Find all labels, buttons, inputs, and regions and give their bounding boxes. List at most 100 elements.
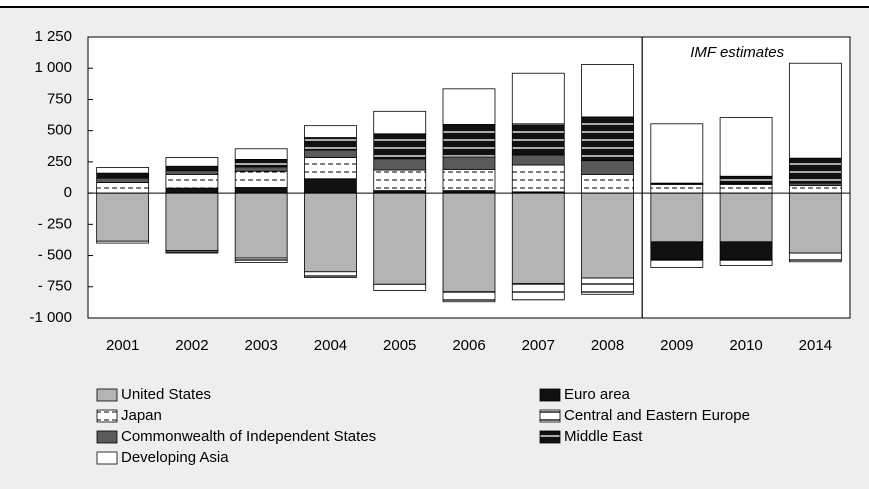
bar-segment (719, 241, 773, 260)
bar-segment (373, 158, 427, 171)
bar-segment (234, 158, 288, 168)
legend-label: Commonwealth of Independent States (121, 428, 376, 445)
bar-segment (511, 72, 565, 125)
bar-segment (650, 258, 704, 268)
x-tick-label: 2002 (175, 337, 208, 354)
bar-segment (442, 168, 496, 192)
bar-segment (581, 192, 634, 279)
legend-swatch (539, 388, 561, 402)
legend-swatch (96, 451, 118, 465)
bar-segment (96, 172, 150, 179)
bar-segment (719, 258, 773, 266)
bar-segment (650, 123, 704, 184)
bar-segment (581, 277, 634, 295)
bar-segment (96, 167, 150, 174)
legend-label: Central and Eastern Europe (564, 407, 750, 424)
bar-segment (304, 125, 357, 138)
annotation: IMF estimates (690, 44, 784, 61)
x-tick-label: 2004 (314, 337, 347, 354)
x-tick-label: 2007 (522, 337, 555, 354)
y-tick-label: 1 000 (34, 59, 72, 76)
bar-segment (581, 64, 634, 118)
bar-segment (511, 123, 565, 156)
y-tick-label: 750 (47, 90, 72, 107)
bar-segment (234, 192, 288, 259)
bar-segment (165, 165, 219, 172)
bar-segment (442, 291, 496, 303)
bar-segment (511, 283, 565, 301)
bar-segment (234, 257, 288, 263)
x-tick-label: 2005 (383, 337, 416, 354)
x-tick-label: 2008 (591, 337, 624, 354)
bar-segment (788, 192, 842, 254)
bar-segment (96, 182, 150, 194)
bar-segment (304, 157, 357, 180)
y-tick-label: - 750 (38, 278, 72, 295)
bar-segment (234, 166, 288, 172)
legend-swatch (96, 409, 118, 423)
legend-swatch (96, 388, 118, 402)
bar-segment (373, 110, 427, 135)
x-tick-label: 2006 (452, 337, 485, 354)
bar-segment (165, 250, 219, 254)
bar-segment (581, 173, 634, 194)
bar-segment (719, 175, 773, 185)
legend-label: Developing Asia (121, 449, 229, 466)
bar-segment (511, 192, 565, 285)
marks (88, 36, 850, 319)
bar-segment (234, 187, 288, 194)
bar-segment (96, 177, 150, 183)
y-tick-label: 500 (47, 122, 72, 139)
bar-segment (96, 192, 150, 242)
labels: -1 000 - 750 - 500 - 250 0 250 500 750 1 000 1 25… (29, 28, 832, 466)
bar-segment (165, 187, 219, 194)
bar-segment (650, 183, 704, 194)
y-tick-label: - 500 (38, 247, 72, 264)
bar-segment (373, 169, 427, 192)
x-tick-label: 2010 (729, 337, 762, 354)
x-tick-label: 2001 (106, 337, 139, 354)
y-tick-label: -1 000 (29, 309, 72, 326)
bar-segment (581, 116, 634, 162)
bar-segment (165, 173, 219, 189)
bar-segment (788, 62, 842, 159)
x-tick-label: 2009 (660, 337, 693, 354)
bar-segment (788, 157, 842, 184)
legend-label: Japan (121, 407, 162, 424)
y-tick-label: 250 (47, 153, 72, 170)
bar-segment (373, 192, 427, 285)
y-tick-label: - 250 (38, 215, 72, 232)
bar-segment (442, 192, 496, 293)
bar-segment (304, 192, 357, 273)
bar-segment (719, 183, 773, 194)
bar-segment (234, 170, 288, 188)
legend-swatch (96, 430, 118, 444)
y-tick-label: 1 250 (34, 28, 72, 45)
bar-segment (96, 240, 150, 244)
bar-segment (442, 124, 496, 158)
legend-swatch (539, 409, 561, 423)
bar-segment (650, 241, 704, 260)
bar-segment (788, 185, 842, 194)
bar-segment (304, 149, 357, 158)
bar-segment (719, 192, 773, 243)
legend-swatch (539, 430, 561, 444)
bar-segment (165, 157, 219, 167)
bar-segment (719, 117, 773, 177)
bar-segment (304, 178, 357, 194)
bar-segment (650, 192, 704, 243)
legend-label: Euro area (564, 386, 631, 403)
legend-label: Middle East (564, 428, 643, 445)
bar-segment (165, 170, 219, 175)
bar-segment (234, 148, 288, 160)
bar-segment (511, 154, 565, 166)
bar-segment (373, 283, 427, 291)
bar-segment (304, 137, 357, 151)
bar-segment (165, 192, 219, 251)
x-tick-label: 2003 (244, 337, 277, 354)
x-tick-label: 2014 (799, 337, 832, 354)
y-tick-label: 0 (64, 184, 72, 201)
bar-segment (304, 271, 357, 278)
legend-label: United States (121, 386, 211, 403)
